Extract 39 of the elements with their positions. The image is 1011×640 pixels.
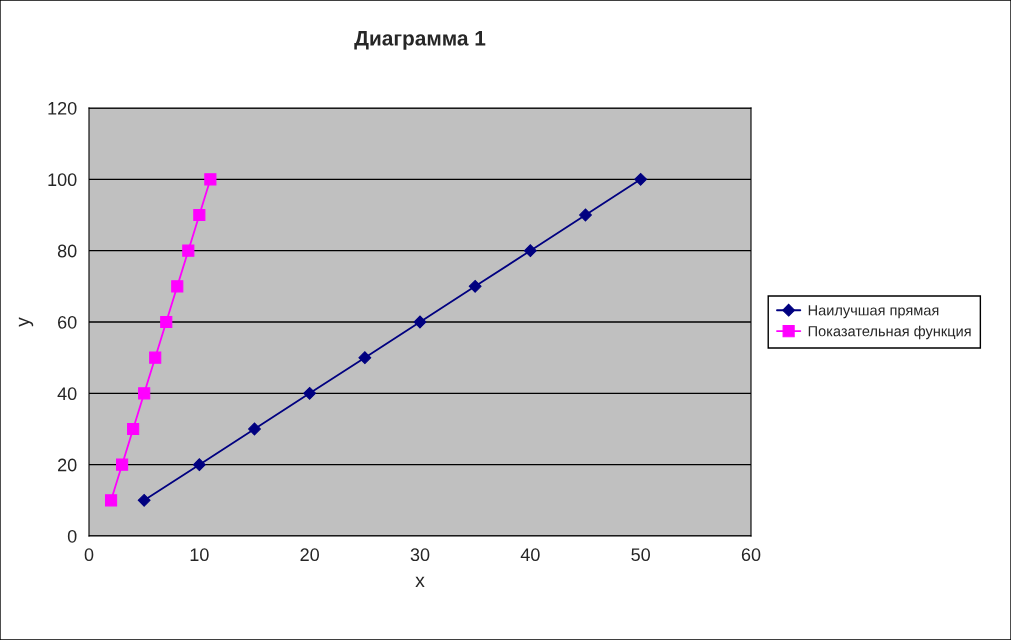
x-tick-label: 40 (520, 548, 540, 562)
point (149, 351, 162, 364)
y-axis-title: y (18, 317, 34, 327)
point (303, 386, 317, 400)
point (468, 279, 482, 293)
y-tick-label: 40 (57, 387, 77, 401)
point (634, 172, 648, 186)
chart-title: Диаграмма 1 (354, 31, 486, 50)
point (192, 458, 206, 472)
x-axis-title: x (415, 576, 425, 588)
point (138, 387, 151, 400)
legend-label: Наилучшая прямая (808, 305, 939, 319)
x-tick-label: 50 (631, 548, 650, 562)
point (579, 208, 592, 222)
y-tick-label: 60 (58, 315, 77, 329)
point (127, 422, 140, 436)
y-tick-label: 0 (67, 529, 77, 543)
x-tick-label: 0 (84, 548, 94, 562)
point (248, 422, 261, 436)
point (358, 351, 372, 365)
y-tick-label: 100 (48, 173, 77, 187)
point (171, 280, 184, 293)
point (193, 208, 206, 222)
point (182, 244, 195, 257)
point (523, 244, 537, 258)
point (104, 494, 118, 507)
x-tick-label: 10 (190, 548, 209, 562)
y-tick-label: 20 (58, 458, 77, 472)
y-tick-label: 120 (48, 101, 77, 115)
legend-label: Показательная функция (808, 325, 971, 340)
x-tick-label: 20 (300, 548, 319, 562)
point (204, 173, 217, 186)
point (160, 315, 173, 329)
point (116, 458, 129, 471)
x-tick-label: 30 (410, 548, 430, 562)
x-tick-label: 60 (741, 548, 761, 562)
y-tick-label: 80 (57, 244, 77, 258)
point (137, 493, 151, 507)
point (413, 315, 427, 329)
